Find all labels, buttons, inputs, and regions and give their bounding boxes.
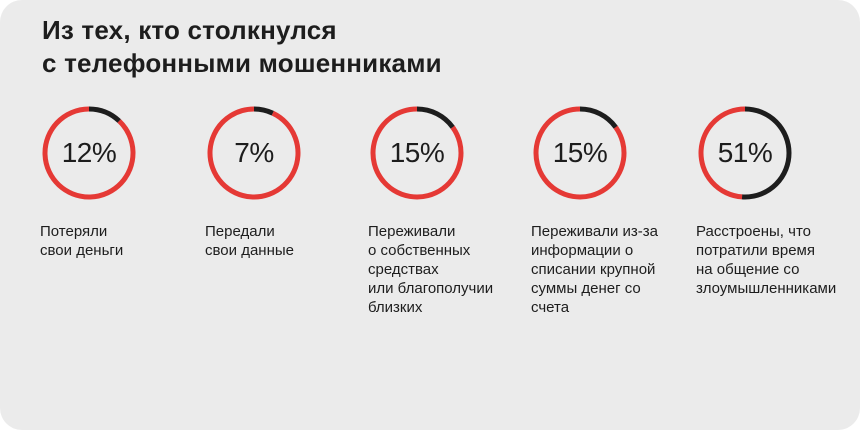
- stat-caption: Расстроены, что потратили время на общен…: [696, 222, 856, 298]
- stat-caption: Переживали из-за информации о списании к…: [531, 222, 691, 317]
- donut-chart: 12%: [40, 104, 138, 202]
- donut-chart: 51%: [696, 104, 794, 202]
- caption-line: или благополучии: [368, 280, 494, 297]
- remainder-segment: [207, 106, 301, 200]
- donut-svg: [698, 106, 792, 200]
- donut-chart: 15%: [531, 104, 629, 202]
- caption-line: Потеряли: [40, 223, 108, 240]
- caption-line: о собственных: [368, 242, 471, 259]
- caption-line: близких: [368, 299, 423, 316]
- remainder-segment: [533, 106, 627, 200]
- caption-line: Расстроены, что: [696, 223, 812, 240]
- stat-item: 15% Переживали о собственных средствах и…: [368, 104, 528, 317]
- caption-line: Передали: [205, 223, 275, 240]
- caption-line: Переживали: [368, 223, 456, 240]
- percent-label: 12%: [61, 137, 117, 168]
- donut-svg: [370, 106, 464, 200]
- remainder-segment: [42, 106, 136, 200]
- percent-label: 15%: [552, 137, 608, 168]
- percent-label: 51%: [717, 137, 773, 168]
- percent-label: 7%: [234, 137, 274, 168]
- donut-chart: 7%: [205, 104, 303, 202]
- title-line: Из тех, кто столкнулся: [42, 15, 337, 45]
- remainder-segment: [698, 106, 792, 200]
- caption-line: свои данные: [205, 242, 294, 259]
- caption-line: на общение со: [696, 261, 800, 278]
- remainder-segment: [370, 106, 464, 200]
- stat-item: 7% Передали свои данные: [205, 104, 365, 260]
- caption-line: средствах: [368, 261, 439, 278]
- caption-line: информации о: [531, 242, 634, 259]
- caption-line: Переживали из-за: [531, 223, 658, 240]
- stat-item: 51% Расстроены, что потратили время на о…: [696, 104, 856, 298]
- caption-line: счета: [531, 299, 570, 316]
- stat-item: 12% Потеряли свои деньги: [40, 104, 200, 260]
- donut-svg: [207, 106, 301, 200]
- title-line: с телефонными мошенниками: [42, 48, 442, 78]
- caption-line: свои деньги: [40, 242, 124, 259]
- donut-svg: [533, 106, 627, 200]
- donut-svg: [42, 106, 136, 200]
- caption-line: суммы денег со: [531, 280, 641, 297]
- caption-line: злоумышленниками: [696, 280, 837, 297]
- donut-chart: 15%: [368, 104, 466, 202]
- stat-item: 15% Переживали из-за информации о списан…: [531, 104, 691, 317]
- stat-caption: Передали свои данные: [205, 222, 365, 260]
- stat-caption: Переживали о собственных средствах или б…: [368, 222, 528, 317]
- percent-label: 15%: [389, 137, 445, 168]
- caption-line: списании крупной: [531, 261, 656, 278]
- page-title: Из тех, кто столкнулся с телефонными мош…: [42, 14, 442, 80]
- caption-line: потратили время: [696, 242, 815, 259]
- stat-caption: Потеряли свои деньги: [40, 222, 200, 260]
